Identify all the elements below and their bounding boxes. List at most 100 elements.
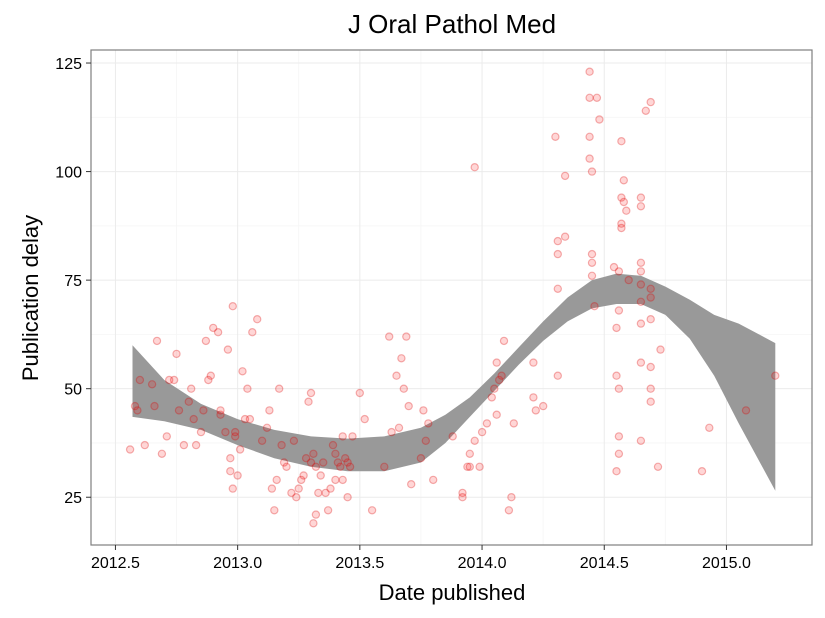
data-points <box>125 67 780 528</box>
data-point <box>609 262 619 272</box>
data-point <box>216 406 225 415</box>
data-point <box>135 375 145 385</box>
data-point <box>553 249 563 259</box>
data-point <box>133 406 142 415</box>
data-point <box>270 506 279 515</box>
data-point <box>319 458 328 467</box>
data-point <box>646 315 655 324</box>
data-point <box>636 297 646 306</box>
data-point <box>636 202 646 211</box>
data-point <box>130 401 140 411</box>
data-point <box>614 267 624 276</box>
data-point <box>294 484 303 493</box>
data-point <box>495 375 504 385</box>
data-point <box>338 475 347 485</box>
data-point <box>157 449 167 458</box>
data-point <box>424 419 433 428</box>
data-point <box>216 410 225 419</box>
data-point <box>169 375 179 385</box>
data-point <box>191 440 201 450</box>
x-axis-ticks: 2012.5 2013.0 2013.5 2014.0 2014.5 2015.0 <box>91 545 751 572</box>
data-point <box>553 371 563 380</box>
data-point <box>301 454 311 463</box>
data-point <box>279 458 289 467</box>
data-point <box>470 436 479 445</box>
data-point <box>272 475 281 485</box>
data-point <box>587 271 597 280</box>
grid <box>91 50 812 545</box>
data-point <box>385 332 394 341</box>
data-point <box>196 427 206 437</box>
plot-frame <box>90 49 813 546</box>
data-point <box>482 419 492 428</box>
data-point <box>262 423 272 432</box>
data-point <box>309 519 318 528</box>
data-point <box>292 493 301 502</box>
data-point <box>326 484 335 493</box>
data-point <box>697 467 707 476</box>
data-point <box>199 406 208 415</box>
data-point <box>475 462 484 471</box>
data-point <box>147 380 157 389</box>
data-point <box>636 358 646 367</box>
data-point <box>321 488 330 498</box>
x-tick-label: 2013.5 <box>335 555 384 572</box>
data-point <box>587 258 597 267</box>
data-point <box>179 440 189 450</box>
data-point <box>619 197 629 207</box>
data-point <box>590 302 599 311</box>
data-point <box>152 336 162 346</box>
data-point <box>499 336 509 346</box>
chart-title: J Oral Pathol Med <box>348 9 556 39</box>
x-tick-label: 2013.0 <box>213 555 262 572</box>
data-point <box>338 432 347 441</box>
data-point <box>360 414 369 424</box>
smooth-band <box>132 273 776 491</box>
data-point <box>741 406 751 415</box>
data-point <box>492 358 501 367</box>
data-point <box>174 406 184 415</box>
x-tick-label: 2015.0 <box>702 555 751 572</box>
data-point <box>416 454 426 463</box>
data-point <box>387 427 396 437</box>
data-point <box>612 467 621 476</box>
data-point <box>282 462 291 471</box>
data-point <box>267 484 277 493</box>
data-point <box>636 267 646 276</box>
data-point <box>636 258 646 267</box>
data-point <box>230 432 240 441</box>
data-point <box>233 471 242 480</box>
data-point <box>595 115 604 124</box>
data-point <box>587 167 597 176</box>
data-point <box>458 493 467 502</box>
data-point <box>355 388 364 398</box>
data-point <box>553 284 563 293</box>
data-point <box>504 506 514 515</box>
data-point <box>206 371 215 380</box>
data-point <box>309 449 318 458</box>
data-point <box>245 414 255 424</box>
data-point <box>585 93 594 103</box>
data-point <box>248 328 257 337</box>
data-point <box>585 154 594 163</box>
data-point <box>614 432 624 441</box>
data-point <box>343 458 352 467</box>
data-point <box>614 384 624 393</box>
data-point <box>641 106 651 116</box>
data-point <box>614 449 624 458</box>
data-point <box>421 436 430 445</box>
data-point <box>289 436 299 445</box>
data-point <box>592 93 602 103</box>
data-point <box>402 332 411 341</box>
data-point <box>529 358 538 367</box>
data-point <box>331 475 340 485</box>
data-point <box>399 384 408 393</box>
y-tick-label: 25 <box>64 490 82 507</box>
data-point <box>150 401 159 411</box>
data-point <box>560 232 570 241</box>
data-point <box>656 345 665 354</box>
data-point <box>477 427 487 437</box>
data-point <box>306 458 316 467</box>
data-point <box>235 445 245 454</box>
